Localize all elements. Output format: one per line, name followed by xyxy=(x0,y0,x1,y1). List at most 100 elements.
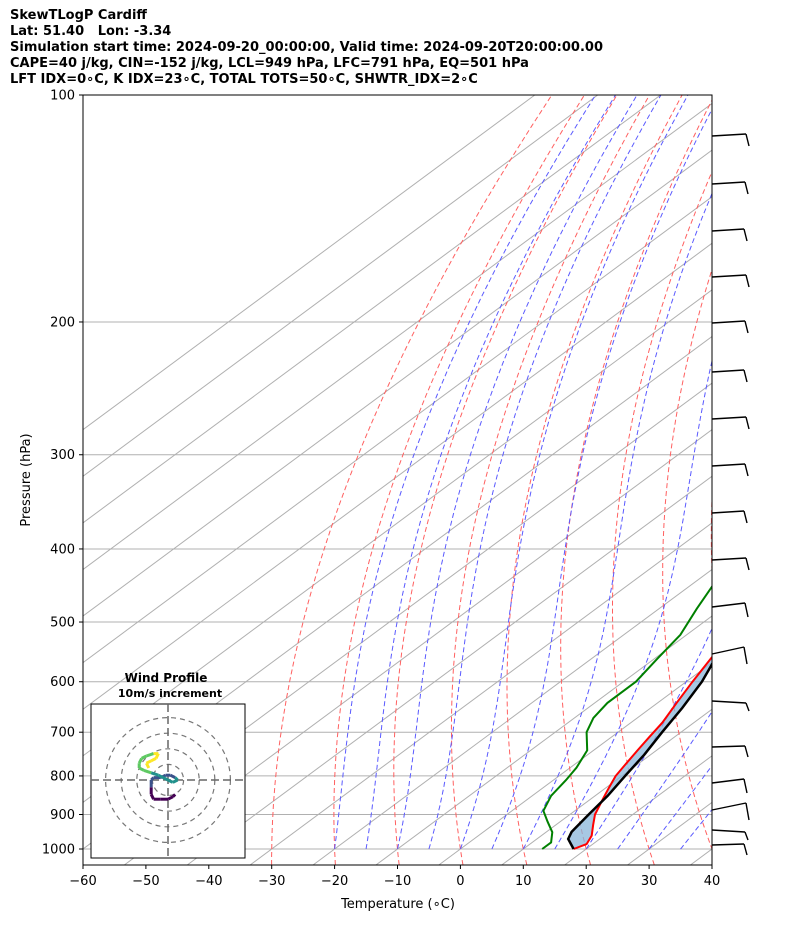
x-tick-label: −60 xyxy=(69,874,96,889)
y-tick-label: 400 xyxy=(50,542,75,557)
hodo-segment xyxy=(171,793,177,798)
y-tick-label: 500 xyxy=(50,616,75,631)
moist-adiabat xyxy=(334,95,597,850)
barb-staff xyxy=(711,802,747,811)
x-tick-label: −40 xyxy=(195,874,222,889)
x-tick-label: −20 xyxy=(321,874,348,889)
barb-staff xyxy=(711,133,747,137)
wind-barb xyxy=(711,274,750,288)
wind-barb xyxy=(711,320,749,334)
barb-flag xyxy=(743,369,748,383)
moist-adiabat xyxy=(365,95,616,850)
wind-barb xyxy=(711,416,750,430)
wind-barb xyxy=(711,778,748,794)
hodo-segment xyxy=(154,752,160,760)
wind-barb xyxy=(711,843,748,856)
y-tick-label: 800 xyxy=(50,769,75,784)
parcel-line xyxy=(566,661,712,850)
cape-line: CAPE=40 j/kg, CIN=-152 j/kg, LCL=949 hPa… xyxy=(10,56,529,71)
x-tick-label: 30 xyxy=(641,874,658,889)
location-line: Lat: 51.40 Lon: -3.34 xyxy=(10,24,172,39)
hodo-segment xyxy=(143,768,152,775)
hodo-segment xyxy=(138,766,145,772)
isotherm-gridline xyxy=(83,242,712,710)
wind-barb xyxy=(711,557,750,571)
moist-adiabat xyxy=(522,192,712,850)
barb-flag xyxy=(743,778,748,794)
x-tick-label: −10 xyxy=(384,874,411,889)
barb-staff xyxy=(711,778,745,784)
y-tick-label: 900 xyxy=(50,808,75,823)
x-tick-label: 0 xyxy=(456,874,464,889)
index-line: LFT IDX=0∘C, K IDX=23∘C, TOTAL TOTS=50∘C… xyxy=(10,72,478,87)
barb-flag xyxy=(743,228,748,242)
dry-adiabat xyxy=(393,95,618,865)
hodo-segment xyxy=(145,759,152,765)
barb-flag xyxy=(744,745,749,758)
wind-barbs xyxy=(711,133,750,856)
y-axis: 1000 900 800 700 600 500 400 300 200 100 xyxy=(42,89,83,858)
barb-staff xyxy=(711,829,746,833)
barb-staff xyxy=(711,320,746,324)
wind-profile-title: Wind Profile xyxy=(125,671,208,685)
hodo-segment xyxy=(149,793,155,800)
barb-flag xyxy=(744,181,749,195)
hodo-segment xyxy=(169,773,176,779)
y-tick-label: 600 xyxy=(50,675,75,690)
hodo-segment xyxy=(150,757,157,763)
barb-staff xyxy=(711,416,747,420)
dry-adiabat xyxy=(612,170,712,865)
barb-staff xyxy=(711,274,747,278)
temperature-line xyxy=(573,655,712,850)
barb-flag xyxy=(743,646,748,665)
y-tick-label: 200 xyxy=(50,315,75,330)
wind-barb xyxy=(711,802,750,821)
moist-adiabat xyxy=(459,95,689,850)
barb-flag xyxy=(744,602,749,618)
barb-flag xyxy=(743,510,748,524)
moist-adiabat xyxy=(554,358,712,850)
dry-adiabat xyxy=(271,95,553,865)
barb-flag xyxy=(743,843,748,856)
barb-staff xyxy=(711,745,746,748)
wind-barb xyxy=(711,745,749,758)
hodo-segment xyxy=(162,776,169,782)
isotherm-gridline xyxy=(753,95,794,865)
barb-flag xyxy=(745,702,750,712)
hodo-segment xyxy=(157,773,164,779)
wind-barb xyxy=(711,646,748,665)
barb-staff xyxy=(711,700,747,704)
isotherm-gridline xyxy=(83,95,598,477)
barb-staff xyxy=(711,557,747,561)
wind-barb xyxy=(711,228,748,242)
wind-barb xyxy=(711,510,748,524)
dry-adiabat xyxy=(506,95,683,865)
isotherm-gridline xyxy=(83,95,661,524)
isotherm-gridline xyxy=(124,429,712,865)
isotherm-gridline xyxy=(83,95,536,431)
moist-adiabat xyxy=(648,764,712,850)
barb-flag xyxy=(745,557,750,571)
x-tick-label: 10 xyxy=(515,874,532,889)
x-tick-label: 20 xyxy=(578,874,595,889)
x-tick-label: −50 xyxy=(132,874,159,889)
isotherm-gridline xyxy=(249,522,712,865)
barb-staff xyxy=(711,646,745,655)
barb-staff xyxy=(711,369,745,373)
wind-barb xyxy=(711,369,748,383)
barb-staff xyxy=(711,181,746,185)
hodo-segment xyxy=(167,795,174,801)
x-tick-label: −30 xyxy=(258,874,285,889)
x-tick-label: 40 xyxy=(704,874,721,889)
wind-barb xyxy=(711,133,750,147)
dewpoint-line xyxy=(541,584,712,850)
time-line: Simulation start time: 2024-09-20_00:00:… xyxy=(10,40,603,55)
hodo-segment xyxy=(167,778,174,784)
moist-adiabat xyxy=(428,95,662,850)
moist-adiabat xyxy=(397,95,638,850)
hodo-segment xyxy=(150,771,159,777)
x-axis: −60 −50 −40 −30 −20 −10 0 10 20 30 40 xyxy=(69,865,720,889)
y-tick-label: 300 xyxy=(50,448,75,463)
barb-staff xyxy=(711,510,745,514)
isotherm-gridline xyxy=(501,708,712,865)
